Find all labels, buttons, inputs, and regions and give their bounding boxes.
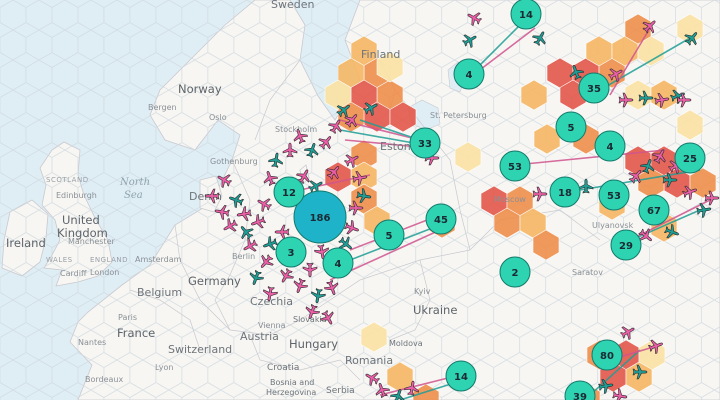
cluster-80-count: 80: [600, 351, 614, 362]
cluster-33-count: 33: [418, 139, 432, 150]
cluster-186[interactable]: 186: [293, 190, 347, 244]
label-belgium: Belgium: [137, 286, 182, 299]
cluster-39-count: 39: [573, 392, 587, 400]
cluster-5-urals-count: 5: [568, 123, 575, 134]
cluster-12-count: 12: [282, 188, 296, 199]
cluster-5-urals[interactable]: 5: [555, 111, 587, 143]
city-saint-petersburg: St. Petersburg: [430, 111, 487, 120]
label-switzerland: Switzerland: [168, 343, 232, 356]
cluster-4-berlin-count: 4: [335, 259, 342, 270]
sea-north-2: Sea: [124, 190, 143, 201]
city-amsterdam: Amsterdam: [135, 255, 182, 264]
cluster-25-count: 25: [683, 154, 697, 165]
city-nantes: Nantes: [78, 338, 106, 347]
cluster-14-north-count: 14: [519, 10, 533, 21]
city-bergen: Bergen: [148, 103, 177, 112]
cluster-39[interactable]: 39: [564, 380, 596, 400]
label-serbia: Serbia: [326, 386, 355, 396]
city-berlin: Berlin: [232, 252, 255, 261]
label-croatia: Croatia: [267, 363, 299, 373]
label-germany: Germany: [188, 274, 241, 288]
clusters: 186 12 3 4 5 45 33 4 14 35 5 4 53 18 53 …: [273, 0, 706, 400]
cluster-3[interactable]: 3: [275, 236, 307, 268]
city-edinburgh: Edinburgh: [56, 191, 97, 200]
country-labels: Sweden Finland Norway Estonia Denm Unite…: [6, 0, 457, 397]
label-france: France: [117, 326, 155, 340]
city-lyon: Lyon: [155, 363, 173, 372]
sea-north-1: North: [119, 177, 150, 188]
region-wales: WALES: [46, 256, 73, 264]
cluster-14-south[interactable]: 14: [445, 360, 477, 392]
label-kingdom: Kingdom: [57, 226, 108, 240]
cluster-45-count: 45: [434, 215, 448, 226]
cluster-2-count: 2: [512, 268, 519, 279]
cluster-25[interactable]: 25: [674, 142, 706, 174]
cluster-53-volga[interactable]: 53: [598, 179, 630, 211]
city-gothenburg: Gothenburg: [210, 157, 258, 166]
label-czechia: Czechia: [250, 295, 293, 308]
cluster-33[interactable]: 33: [409, 127, 441, 159]
cluster-4-karelia-count: 4: [466, 70, 473, 81]
label-norway: Norway: [178, 82, 222, 96]
label-united: United: [62, 213, 100, 227]
city-vienna: Vienna: [258, 321, 286, 330]
cluster-186-count: 186: [310, 213, 331, 224]
city-kyiv: Kyiv: [414, 287, 431, 296]
cluster-29[interactable]: 29: [610, 229, 642, 261]
cluster-4-urals-count: 4: [607, 142, 614, 153]
city-ulyanovsk: Ulyanovsk: [592, 221, 634, 230]
cluster-18-count: 18: [558, 188, 572, 199]
cluster-53-volga-count: 53: [607, 191, 621, 202]
label-sweden: Sweden: [271, 0, 314, 11]
cluster-14-south-count: 14: [454, 372, 468, 383]
city-london: London: [90, 268, 119, 277]
city-paris: Paris: [118, 313, 137, 322]
cluster-67-count: 67: [647, 206, 661, 217]
city-oslo: Oslo: [209, 113, 227, 122]
label-ireland: Ireland: [6, 236, 46, 250]
cluster-12[interactable]: 12: [273, 176, 305, 208]
region-scotland: SCOTLAND: [46, 176, 89, 184]
label-finland: Finland: [361, 48, 400, 61]
city-bordeaux: Bordeaux: [85, 375, 124, 384]
cluster-67[interactable]: 67: [638, 194, 670, 226]
label-austria: Austria: [240, 330, 279, 343]
cluster-80[interactable]: 80: [591, 339, 623, 371]
cluster-53-west[interactable]: 53: [499, 150, 531, 182]
city-cardiff: Cardiff: [60, 269, 87, 278]
region-labels: SCOTLAND ENGLAND WALES North Sea: [46, 176, 150, 264]
city-saratov: Saratov: [572, 268, 603, 277]
label-bosnia-1: Bosnia and: [270, 378, 314, 387]
label-hungary: Hungary: [289, 337, 338, 351]
cluster-35-count: 35: [587, 84, 601, 95]
cluster-5-baltic-count: 5: [386, 231, 393, 242]
city-manchester: Manchester: [68, 237, 115, 246]
cluster-4-karelia[interactable]: 4: [453, 58, 485, 90]
city-stockholm: Stockholm: [275, 125, 317, 134]
label-romania: Romania: [345, 354, 393, 367]
city-labels: Bergen Oslo Stockholm Gothenburg St. Pet…: [56, 103, 634, 384]
cluster-5-baltic[interactable]: 5: [373, 219, 405, 251]
city-moscow: Moscow: [494, 195, 526, 204]
cluster-14-north[interactable]: 14: [510, 0, 542, 30]
cluster-29-count: 29: [619, 241, 633, 252]
cluster-35[interactable]: 35: [578, 72, 610, 104]
label-slovakia: Slovakia: [293, 315, 327, 324]
cluster-18[interactable]: 18: [549, 176, 581, 208]
label-bosnia-2: Herzegovina: [266, 388, 316, 397]
cluster-4-berlin[interactable]: 4: [322, 247, 354, 279]
cluster-53-west-count: 53: [508, 162, 522, 173]
cluster-4-urals[interactable]: 4: [594, 130, 626, 162]
cluster-2[interactable]: 2: [499, 256, 531, 288]
cluster-45[interactable]: 45: [425, 203, 457, 235]
label-ukraine: Ukraine: [413, 303, 457, 317]
cluster-3-count: 3: [288, 248, 295, 259]
label-moldova: Moldova: [389, 339, 423, 348]
region-england: ENGLAND: [90, 256, 128, 264]
